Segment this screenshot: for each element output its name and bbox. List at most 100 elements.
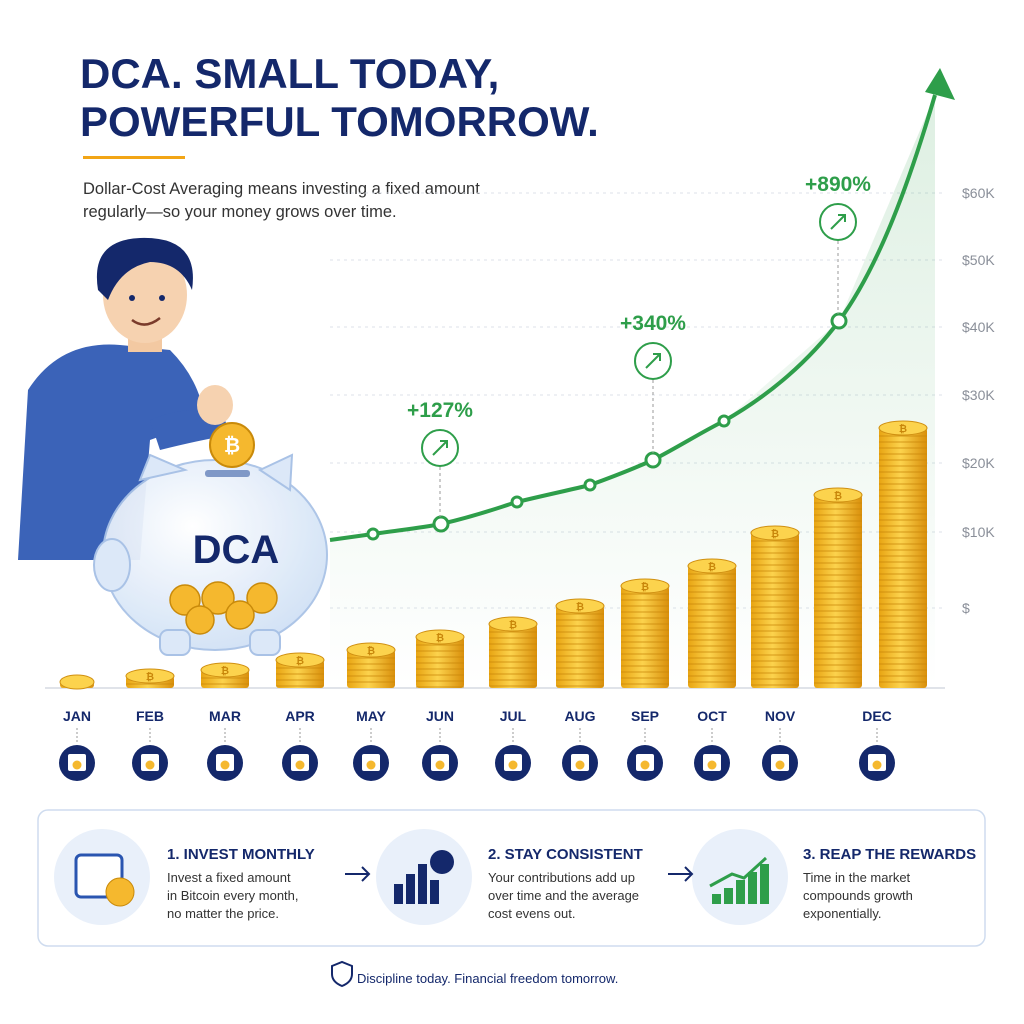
step-line: in Bitcoin every month, — [167, 888, 299, 903]
bar-icon — [712, 894, 721, 904]
calendar-coin — [640, 760, 650, 770]
axis-label: $50K — [962, 252, 995, 268]
month-label: MAY — [356, 708, 386, 724]
month-label: DEC — [862, 708, 892, 724]
underline — [83, 156, 185, 159]
coin-symbol: ₿ — [436, 632, 444, 644]
coin-top — [59, 674, 95, 690]
line-dot — [510, 495, 524, 509]
coin-top — [813, 487, 863, 503]
coin-stack: ₿ — [125, 668, 175, 688]
axis-label: $40K — [962, 319, 995, 335]
step-title: 1. INVEST MONTHLY — [167, 846, 315, 863]
coin-top — [488, 616, 538, 632]
coin-stack: ₿ — [813, 487, 863, 688]
month-label: OCT — [697, 708, 727, 724]
growth-arrow — [432, 440, 448, 456]
coin-top — [555, 598, 605, 614]
coin-top — [878, 420, 928, 436]
title-line: POWERFUL TOMORROW. — [80, 98, 599, 145]
line-dot — [432, 515, 450, 533]
growth-label: +340% — [620, 312, 686, 335]
calendar-coin — [508, 760, 518, 770]
coin-stack: ₿ — [488, 616, 538, 688]
coin-symbol: ₿ — [146, 671, 154, 683]
month-label: JUL — [500, 708, 527, 724]
line-dot — [644, 451, 662, 469]
bar-icon — [760, 864, 769, 904]
calendar-coin — [72, 760, 82, 770]
coin-top — [275, 652, 325, 668]
coin-stack — [59, 674, 95, 690]
month-label: FEB — [136, 708, 164, 724]
growth-arrow — [645, 353, 661, 369]
coin-stack: ₿ — [346, 642, 396, 688]
steps: 1. INVEST MONTHLY Invest a fixed amount in… — [54, 829, 976, 925]
coin-top — [125, 668, 175, 684]
coin-symbol: ₿ — [576, 601, 584, 613]
coin-body — [621, 586, 669, 688]
coin-body — [879, 428, 927, 688]
calendar-coin — [872, 760, 882, 770]
step-line: exponentially. — [803, 906, 882, 921]
title-line: DCA. SMALL TODAY, — [80, 50, 499, 97]
coin — [105, 877, 135, 907]
coin-stack: ₿ — [750, 525, 800, 688]
coin-stack: ₿ — [878, 420, 928, 688]
step-line: Your contributions add up — [488, 870, 635, 885]
calendar-coin — [435, 760, 445, 770]
calendar-coin — [707, 760, 717, 770]
footer: Discipline today. Financial freedom tomo… — [357, 971, 618, 986]
growth-label: +890% — [805, 173, 871, 196]
shield-icon — [331, 960, 353, 988]
coin-stack: ₿ — [275, 652, 325, 688]
line-dot — [830, 312, 848, 330]
month-label: AUG — [564, 708, 595, 724]
piggy-bank: ₿ DCA — [93, 422, 328, 656]
step-line: over time and the average — [488, 888, 639, 903]
bar-icon — [724, 888, 733, 904]
coin-symbol: ₿ — [367, 645, 375, 657]
month-label: JAN — [63, 708, 91, 724]
month-label: NOV — [765, 708, 796, 724]
step-title: 3. REAP THE REWARDS — [803, 846, 976, 863]
coin-body — [688, 566, 736, 688]
calendar-coin — [366, 760, 376, 770]
calendar-coin — [295, 760, 305, 770]
step-arrow — [345, 866, 371, 882]
coin-top — [415, 629, 465, 645]
line-dot — [583, 478, 597, 492]
growth-label: +127% — [407, 399, 473, 422]
svg-text:₿: ₿ — [224, 435, 240, 457]
trend-icon — [709, 856, 768, 888]
coin-body — [814, 495, 862, 688]
coin-symbol: ₿ — [641, 581, 649, 593]
calendar-coin — [220, 760, 230, 770]
coin-body — [751, 533, 799, 688]
step-line: Time in the market — [803, 870, 911, 885]
coin-symbol: ₿ — [296, 655, 304, 667]
bar-icon — [418, 864, 427, 904]
dollar-icon — [430, 850, 454, 874]
coin-symbol: ₿ — [221, 665, 229, 677]
bar-icon — [736, 880, 745, 904]
coin-symbol: ₿ — [899, 423, 907, 435]
chart: $60K $50K $40K $30K $20K $10K $ +127% +340% +890%… — [45, 68, 995, 781]
bar-icon — [406, 874, 415, 904]
person — [18, 237, 233, 560]
coin-body — [556, 606, 604, 688]
axis-label: $ — [962, 600, 970, 616]
month-label: JUN — [426, 708, 454, 724]
bar-icon — [394, 884, 403, 904]
coin-symbol: ₿ — [509, 619, 517, 631]
coin-top — [750, 525, 800, 541]
coin-body — [347, 650, 395, 688]
arrow-head — [925, 68, 955, 100]
calendar-coin — [775, 760, 785, 770]
calendar-coin — [575, 760, 585, 770]
month-label: APR — [285, 708, 315, 724]
coin-top — [200, 662, 250, 678]
coin-top — [687, 558, 737, 574]
bar-icon — [430, 880, 439, 904]
